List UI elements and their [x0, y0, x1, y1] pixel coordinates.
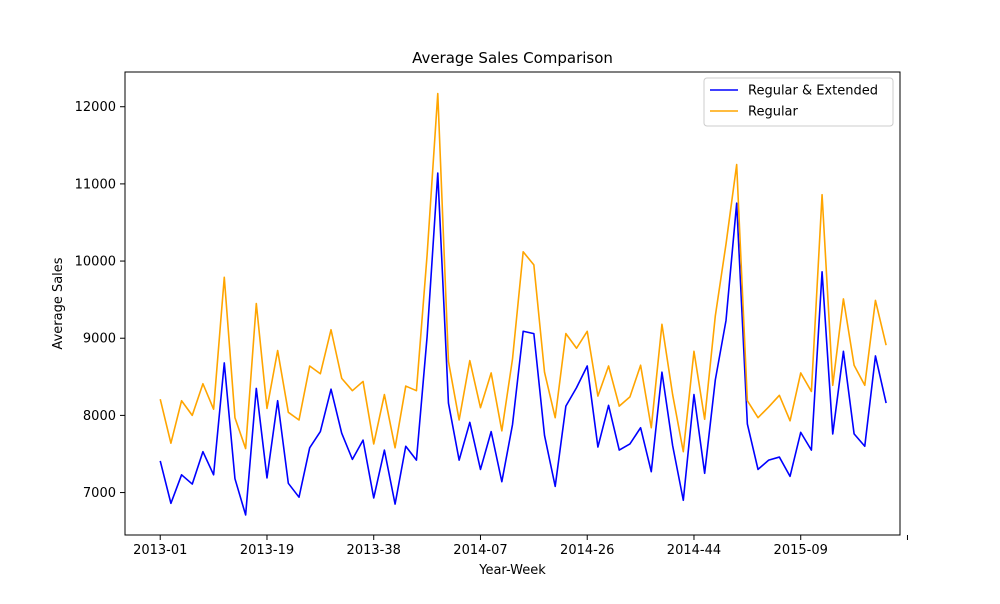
- legend-label-0: Regular & Extended: [748, 84, 878, 99]
- x-tick-label: 2014-26: [560, 543, 614, 558]
- plot-marks: [159, 92, 887, 516]
- y-axis: 7000 8000 9000 10000 11000 12000: [75, 100, 125, 501]
- series-line-1: [159, 92, 887, 453]
- series-line-0: [159, 172, 887, 516]
- legend-box: [703, 77, 894, 127]
- chart-title: Average Sales Comparison: [412, 49, 613, 67]
- legend: Regular & Extended Regular: [703, 77, 894, 127]
- legend-label-1: Regular: [748, 105, 799, 120]
- x-axis: 2013-01 2013-19 2013-38 2014-07 2014-26 2014-…: [133, 535, 908, 558]
- y-tick-label: 7000: [83, 486, 116, 501]
- y-tick-label: 10000: [75, 255, 116, 270]
- x-tick-label: 2014-44: [667, 543, 721, 558]
- x-tick-label: 2014-07: [453, 543, 507, 558]
- x-axis-label: Year-Week: [478, 563, 546, 578]
- y-tick-label: 9000: [83, 332, 116, 347]
- x-tick-label: 2015-09: [774, 543, 828, 558]
- x-tick-label: 2013-19: [240, 543, 294, 558]
- x-tick-label: 2013-01: [133, 543, 187, 558]
- y-tick-label: 11000: [75, 177, 116, 192]
- plot-frame: [124, 71, 901, 536]
- y-axis-label: Average Sales: [51, 257, 66, 349]
- y-tick-label: 12000: [75, 100, 116, 115]
- y-tick-label: 8000: [83, 409, 116, 424]
- x-tick-label: 2013-38: [347, 543, 401, 558]
